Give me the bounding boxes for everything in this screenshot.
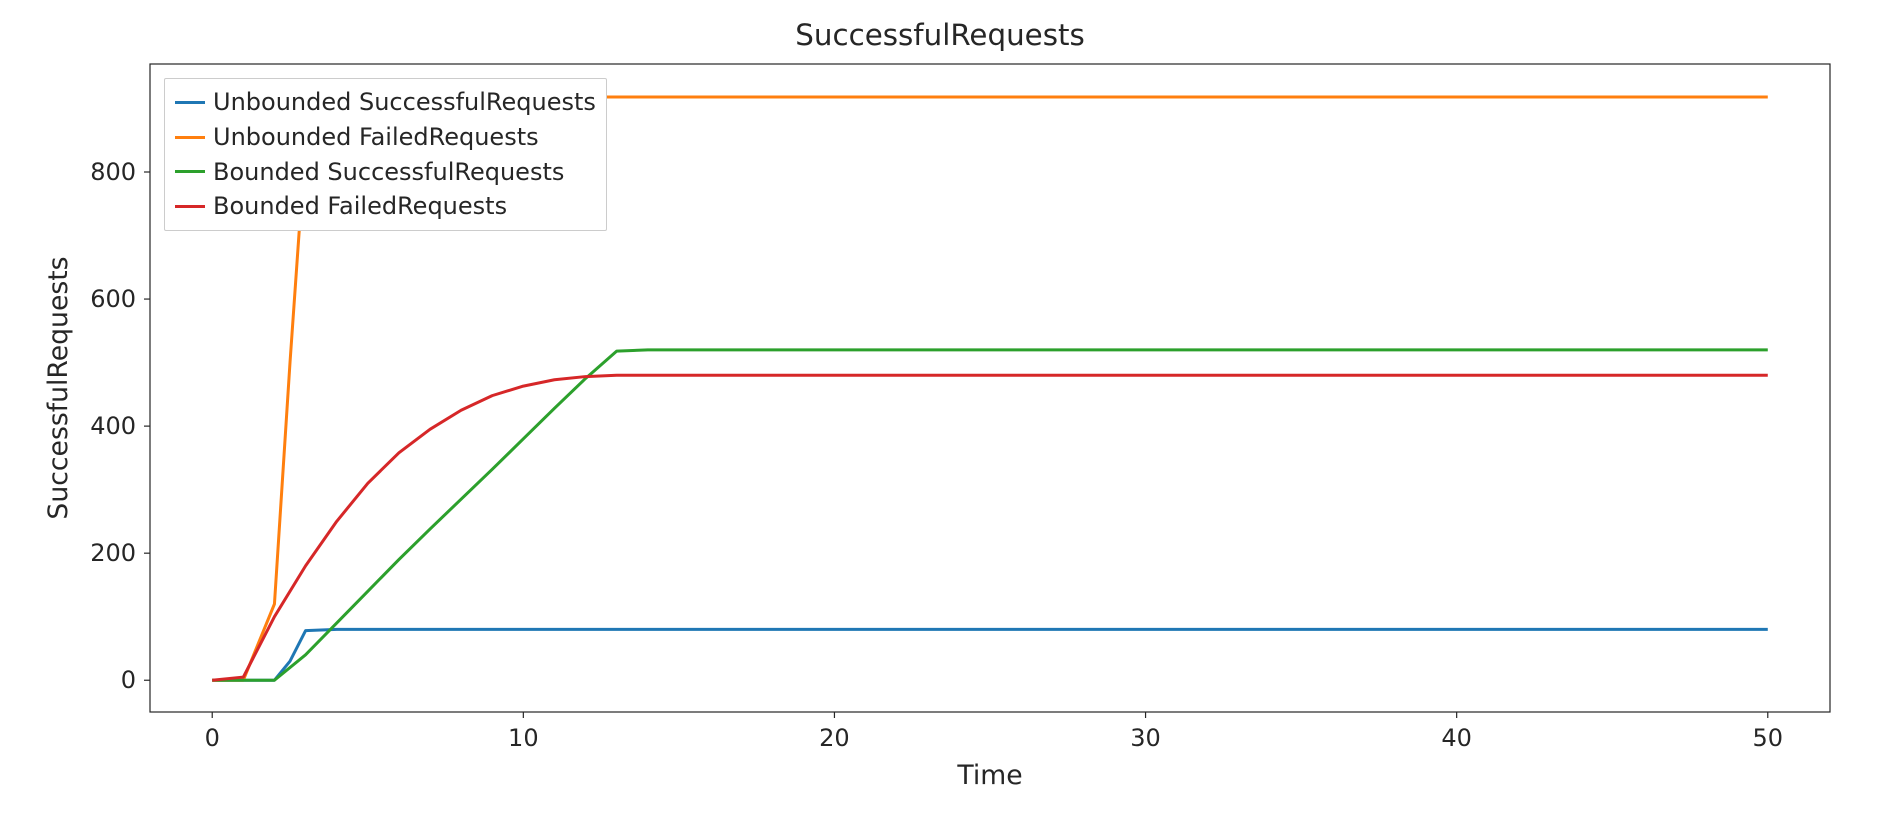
- chart-title: SuccessfulRequests: [0, 18, 1880, 52]
- legend-swatch: [175, 136, 205, 139]
- x-tick-label: 10: [508, 724, 539, 752]
- x-tick-label: 40: [1441, 724, 1472, 752]
- y-tick-label: 600: [90, 285, 136, 313]
- y-tick-label: 0: [121, 666, 136, 694]
- legend-item: Unbounded FailedRequests: [175, 120, 596, 155]
- legend-swatch: [175, 205, 205, 208]
- plot-axes: Unbounded SuccessfulRequestsUnbounded Fa…: [150, 64, 1830, 712]
- legend-label: Unbounded FailedRequests: [213, 120, 539, 155]
- y-axis-label: SuccessfulRequests: [43, 256, 74, 519]
- legend-swatch: [175, 101, 205, 104]
- legend-label: Bounded SuccessfulRequests: [213, 155, 564, 190]
- y-tick-label: 800: [90, 158, 136, 186]
- y-tick-label: 400: [90, 412, 136, 440]
- series-line: [212, 629, 1768, 680]
- legend: Unbounded SuccessfulRequestsUnbounded Fa…: [164, 78, 607, 231]
- x-tick-label: 0: [205, 724, 220, 752]
- y-tick-label: 200: [90, 539, 136, 567]
- legend-item: Unbounded SuccessfulRequests: [175, 85, 596, 120]
- x-tick-label: 30: [1130, 724, 1161, 752]
- legend-swatch: [175, 170, 205, 173]
- legend-item: Bounded SuccessfulRequests: [175, 155, 596, 190]
- legend-label: Bounded FailedRequests: [213, 189, 507, 224]
- x-tick-label: 20: [819, 724, 850, 752]
- legend-label: Unbounded SuccessfulRequests: [213, 85, 596, 120]
- x-tick-label: 50: [1752, 724, 1783, 752]
- figure: SuccessfulRequests Unbounded SuccessfulR…: [0, 0, 1880, 826]
- legend-item: Bounded FailedRequests: [175, 189, 596, 224]
- x-axis-label: Time: [957, 760, 1022, 791]
- series-line: [212, 375, 1768, 680]
